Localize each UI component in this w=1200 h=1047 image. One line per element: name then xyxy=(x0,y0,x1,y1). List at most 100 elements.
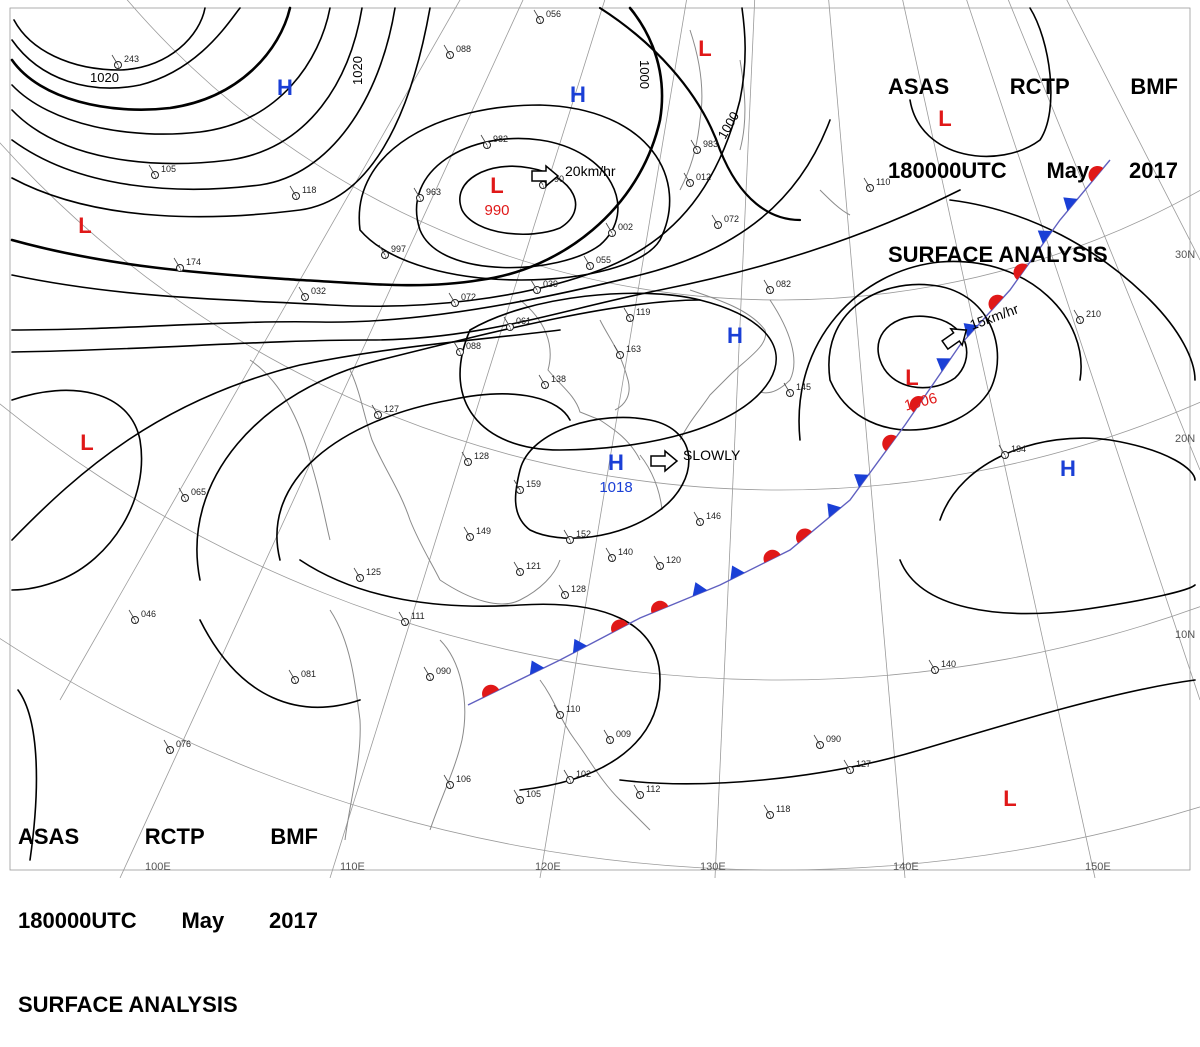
longitude-label: 140E xyxy=(893,861,919,873)
coastline xyxy=(540,680,650,830)
station-pressure: 065 xyxy=(191,487,206,497)
station-pressure: 105 xyxy=(526,789,541,799)
cold-front-symbol xyxy=(530,660,544,674)
coastline xyxy=(520,300,640,460)
station-pressure: 039 xyxy=(543,279,558,289)
header-time: 180000UTC xyxy=(888,157,1007,185)
station-pressure: 009 xyxy=(616,729,631,739)
station-pressure: 105 xyxy=(161,164,176,174)
coastline xyxy=(440,560,560,604)
station-pressure: 128 xyxy=(571,584,586,594)
isobar-line xyxy=(620,680,1195,784)
high-pressure-symbol: H xyxy=(1060,456,1076,481)
station-pressure: 127 xyxy=(384,404,399,414)
isobar-line xyxy=(12,8,240,88)
warm-front-symbol xyxy=(796,529,812,544)
cold-front-symbol xyxy=(693,582,708,596)
latitude-label: 10N xyxy=(1175,629,1195,641)
high-pressure-symbol: H xyxy=(727,323,743,348)
longitude-label: 130E xyxy=(700,861,726,873)
station-pressure: 963 xyxy=(426,187,441,197)
isobar-line xyxy=(277,394,570,560)
station-pressure: 119 xyxy=(636,307,650,317)
station-pressure: 111 xyxy=(411,611,425,621)
station-pressure: 118 xyxy=(776,804,790,814)
header-time: 180000UTC xyxy=(18,907,137,935)
station-pressure: 140 xyxy=(941,659,956,669)
low-pressure-symbol: L xyxy=(80,430,93,455)
station-pressure: 082 xyxy=(776,279,791,289)
longitude-label: 120E xyxy=(535,861,561,873)
high-pressure-symbol: H xyxy=(570,82,586,107)
station-pressure: 125 xyxy=(366,567,381,577)
station-pressure: 127 xyxy=(856,759,871,769)
cold-front-symbol xyxy=(573,639,587,653)
station-pressure: 120 xyxy=(666,555,681,565)
isobar-label: 1020 xyxy=(90,70,119,85)
station-pressure: 140 xyxy=(618,547,633,557)
coastline xyxy=(760,300,794,393)
station-pressure: 152 xyxy=(576,529,591,539)
station-pressure: 061 xyxy=(516,316,531,326)
header-station: RCTP xyxy=(145,823,205,851)
header-analysis: SURFACE ANALYSIS xyxy=(18,991,238,1019)
header-top: ASAS RCTP BMF 180000UTC May 2017 SURFACE… xyxy=(888,17,1178,297)
cold-front-symbol xyxy=(827,503,841,517)
isobar-label: 1000 xyxy=(637,60,652,89)
station-pressure: 118 xyxy=(302,185,316,195)
header-product: BMF xyxy=(270,823,318,851)
header-bottom: ASAS RCTP BMF 180000UTC May 2017 SURFACE… xyxy=(18,767,318,1047)
station-pressure: 076 xyxy=(176,739,191,749)
station-pressure: 159 xyxy=(526,479,541,489)
coastline xyxy=(250,360,330,540)
longitude-label: 110E xyxy=(340,861,365,873)
station-pressure: 072 xyxy=(461,292,476,302)
station-pressure: 088 xyxy=(466,341,481,351)
center-pressure-value: 990 xyxy=(484,202,509,219)
motion-label: 20km/hr xyxy=(565,163,616,179)
isobar-line xyxy=(900,560,1195,613)
station-pressure: 081 xyxy=(301,669,316,679)
station-pressure: 982 xyxy=(493,134,508,144)
header-year: 2017 xyxy=(1129,157,1178,185)
latitude-label: 20N xyxy=(1175,433,1195,445)
low-pressure-symbol: L xyxy=(698,36,711,61)
isobar-line xyxy=(12,8,330,134)
isobar-label: 1020 xyxy=(350,56,365,85)
station-pressure: 243 xyxy=(124,54,139,64)
isobar-line xyxy=(12,8,290,110)
station-pressure: 055 xyxy=(596,255,611,265)
station-pressure: 012 xyxy=(696,172,711,182)
high-pressure-symbol: H xyxy=(608,450,624,475)
station-pressure: 002 xyxy=(618,222,633,232)
station-pressure: 088 xyxy=(456,44,471,54)
header-month: May xyxy=(181,907,224,935)
low-pressure-symbol: L xyxy=(78,213,91,238)
header-product: BMF xyxy=(1130,73,1178,101)
station-pressure: 149 xyxy=(476,526,491,536)
isobar-line xyxy=(516,417,689,538)
isobar-line xyxy=(12,8,430,217)
coastline xyxy=(600,320,629,410)
station-pressure: 146 xyxy=(706,511,721,521)
header-month: May xyxy=(1046,157,1089,185)
station-pressure: 046 xyxy=(141,609,156,619)
station-pressure: 983 xyxy=(703,139,718,149)
station-pressure: 090 xyxy=(826,734,841,744)
warm-front-symbol xyxy=(651,601,668,613)
motion-label: SLOWLY xyxy=(683,447,741,463)
header-agency: ASAS xyxy=(18,823,79,851)
low-pressure-symbol: L xyxy=(905,365,918,390)
station-pressure: 145 xyxy=(796,382,811,392)
low-pressure-symbol: L xyxy=(490,173,503,198)
isobar-line xyxy=(12,390,142,590)
header-year: 2017 xyxy=(269,907,318,935)
isobar-line xyxy=(878,316,967,387)
header-station: RCTP xyxy=(1010,73,1070,101)
isobar-line xyxy=(300,560,660,790)
center-pressure-value: 1006 xyxy=(902,390,939,415)
station-pressure: 121 xyxy=(526,561,541,571)
header-agency: ASAS xyxy=(888,73,949,101)
station-pressure: 174 xyxy=(186,257,201,267)
header-analysis: SURFACE ANALYSIS xyxy=(888,241,1108,269)
